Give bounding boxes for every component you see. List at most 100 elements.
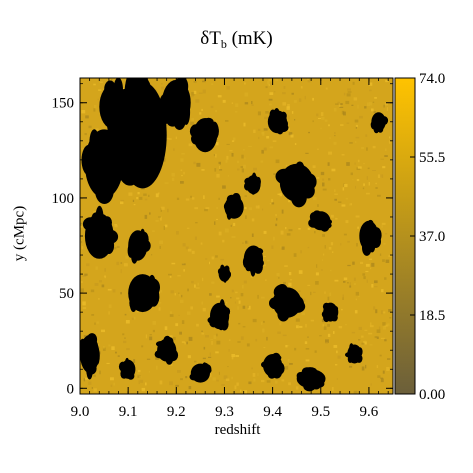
noise-speck [112,289,116,293]
noise-speck [247,305,251,310]
noise-speck [243,280,247,284]
noise-speck [266,136,270,139]
noise-speck [245,215,247,219]
noise-speck [305,152,309,154]
noise-speck [305,323,307,328]
ionized-fringe [275,168,294,185]
noise-speck [189,96,194,98]
noise-speck [176,197,180,200]
noise-speck [281,379,285,382]
noise-speck [81,246,84,250]
noise-speck [180,169,183,172]
noise-speck [237,168,240,171]
noise-speck [240,293,244,297]
noise-speck [247,241,249,244]
noise-speck [354,162,356,165]
noise-speck [181,174,183,177]
noise-speck [363,341,367,345]
noise-speck [364,106,367,109]
noise-speck [234,385,237,390]
x-tick-label: 9.2 [167,404,186,420]
noise-speck [175,136,177,140]
noise-speck [149,334,152,336]
noise-speck [186,311,191,315]
ionized-fringe [323,313,330,323]
noise-speck [183,269,185,272]
noise-speck [345,100,350,105]
noise-speck [155,356,159,360]
noise-speck [342,294,344,298]
noise-speck [333,345,338,348]
noise-speck [218,231,222,236]
noise-speck [369,325,374,328]
noise-speck [320,269,323,271]
noise-speck [231,140,235,142]
noise-speck [196,162,201,167]
noise-speck [224,228,229,233]
noise-speck [381,222,386,225]
noise-speck [125,255,129,259]
noise-speck [182,243,186,247]
noise-speck [248,145,252,148]
noise-speck [180,299,184,304]
noise-speck [241,284,244,289]
noise-speck [362,187,365,190]
noise-speck [149,212,151,215]
noise-speck [205,258,208,260]
noise-speck [80,226,84,228]
noise-speck [216,207,218,209]
ionized-fringe [126,78,152,112]
noise-speck [236,382,239,386]
noise-speck [310,319,314,322]
noise-speck [314,350,317,353]
ionized-fringe [312,210,322,218]
noise-speck [264,116,268,120]
noise-speck [83,335,88,338]
noise-speck [300,86,303,89]
noise-speck [334,193,338,195]
noise-speck [101,284,105,288]
noise-speck [352,179,354,181]
noise-speck [373,306,376,310]
noise-speck [215,351,219,354]
noise-speck [82,275,87,277]
noise-speck [191,118,195,122]
noise-speck [276,218,278,221]
ionized-fringe [355,354,363,363]
noise-speck [383,243,386,245]
noise-speck [265,86,268,89]
noise-speck [180,378,183,381]
noise-speck [233,222,236,226]
noise-speck [366,147,368,151]
noise-speck [216,218,218,220]
noise-speck [214,221,216,225]
ionized-fringe [272,354,282,361]
noise-speck [351,331,356,334]
noise-speck [267,80,270,85]
noise-speck [125,320,130,324]
ionized-fringe [223,307,231,316]
noise-speck [158,307,161,311]
noise-speck [93,83,96,86]
noise-speck [183,171,185,175]
noise-speck [318,117,321,119]
noise-speck [294,143,297,145]
noise-speck [323,253,325,256]
noise-speck [227,175,229,177]
noise-speck [231,289,234,293]
noise-speck [205,335,209,338]
noise-speck [214,168,217,172]
noise-speck [81,224,84,226]
noise-speck [287,104,290,108]
noise-speck [193,90,197,94]
noise-speck [271,202,275,205]
noise-speck [187,355,191,359]
noise-speck [245,240,248,244]
noise-speck [299,325,303,328]
noise-speck [123,263,128,267]
noise-speck [271,198,273,203]
noise-speck [260,160,264,163]
noise-speck [305,348,310,350]
noise-speck [201,330,203,332]
noise-speck [263,251,266,253]
